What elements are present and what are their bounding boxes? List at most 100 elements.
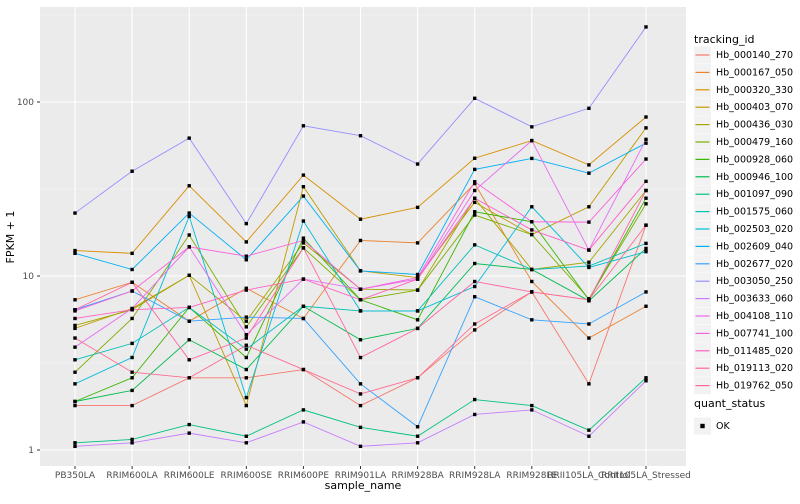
data-point [244,434,248,438]
data-point [644,290,648,294]
data-point [587,434,591,438]
data-point [530,220,534,224]
data-point [73,323,77,328]
data-point [415,326,420,331]
data-point [73,370,77,374]
quant-legend-label: OK [716,421,730,432]
data-point [473,200,477,205]
data-point [187,233,191,237]
data-point [587,382,591,386]
data-point [587,265,591,270]
data-point [244,240,248,244]
data-point [530,403,534,408]
data-point [415,309,420,313]
data-point [187,358,191,362]
legend-label: Hb_000479_160 [716,137,793,148]
data-point [187,245,191,249]
data-point [644,376,648,380]
x-tick-label: RRII105LA_Stressed [601,471,691,481]
legend-label: Hb_003633_060 [716,294,793,305]
data-point [301,408,306,412]
data-point [587,298,591,302]
data-point [73,336,77,340]
data-point [358,382,363,386]
data-point [644,25,648,29]
data-point [187,305,191,310]
data-point [415,318,420,322]
y-tick-label: 1 [28,446,34,456]
data-point [473,196,477,200]
legend-label: Hb_019113_020 [716,363,793,374]
data-point [358,217,363,221]
data-point [358,134,363,138]
x-axis-title: sample_name [325,479,402,492]
x-tick-label: RRIM600SE [221,471,273,481]
data-point [587,248,591,252]
data-point [187,376,191,380]
data-point [130,437,134,442]
data-point [473,188,477,193]
data-point [73,399,77,404]
data-point [644,223,648,227]
data-point [644,202,648,206]
data-point [473,156,477,160]
data-point [473,328,477,332]
data-point [244,286,248,290]
data-point [587,171,591,175]
data-point [130,267,134,272]
data-point [187,273,191,277]
data-point [130,370,134,374]
data-point [301,241,306,245]
data-point [587,205,591,209]
data-point [301,173,306,177]
data-point [473,295,477,299]
data-point [644,249,648,254]
data-point [301,277,306,281]
x-tick-label: RRII105LA_Control [547,471,630,481]
data-point [130,251,134,256]
data-point [587,163,591,167]
data-point [301,236,306,240]
data-point [187,184,191,188]
data-point [301,219,306,223]
data-point [530,125,534,129]
data-point [301,367,306,372]
data-point [587,336,591,340]
data-point [130,280,134,285]
data-point [187,319,191,323]
x-tick-label: RRIM600LA [106,471,158,481]
data-point [530,279,534,284]
data-point [415,162,420,166]
data-point [473,167,477,172]
data-point [644,179,648,184]
data-point [244,403,248,408]
data-point [187,431,191,435]
data-point [73,248,77,253]
data-point [130,355,134,360]
data-point [73,251,77,256]
data-point [244,355,248,360]
legend-label: Hb_001097_090 [716,189,793,200]
data-point [358,238,363,243]
data-point [187,211,191,215]
data-point [530,228,534,232]
y-tick-label: 10 [23,272,35,282]
data-point [415,205,420,210]
y-axis-title: FPKM + 1 [4,211,17,264]
data-point [473,210,477,214]
data-point [644,246,648,251]
data-point [301,316,306,321]
data-point [415,277,420,281]
data-point [244,332,248,337]
data-point [301,194,306,198]
data-point [473,397,477,402]
legend-label: Hb_002677_020 [716,259,793,270]
data-point [73,308,77,312]
data-point [358,287,363,291]
data-point [358,425,363,430]
x-tick-label: RRIM600LE [164,471,215,481]
legend-label: Hb_007741_100 [716,328,793,339]
data-point [473,261,477,266]
x-tick-label: RRIM928BA [391,471,444,481]
